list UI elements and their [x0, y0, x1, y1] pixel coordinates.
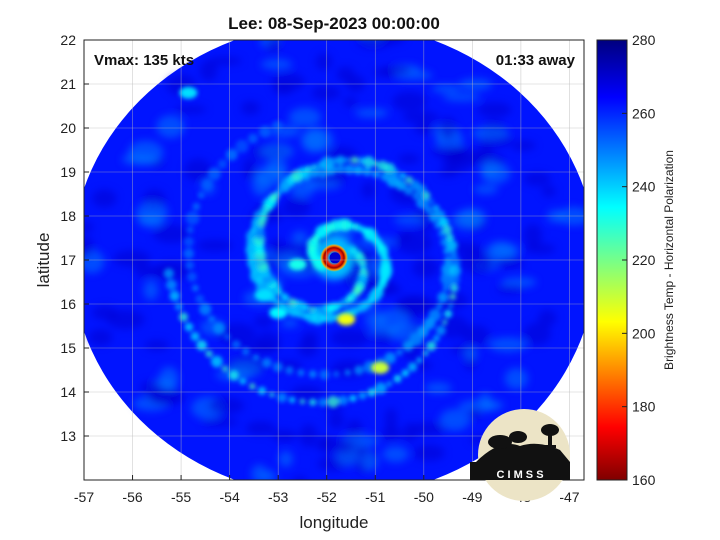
colorbar-tick-label: 260	[632, 105, 656, 121]
colorbar-tick-label: 200	[632, 325, 656, 341]
time-away-label: 01:33 away	[495, 52, 575, 69]
colorbar-tick-label: 240	[632, 179, 656, 195]
y-tick-label: 16	[60, 296, 76, 312]
y-ticks: 13 14 15 16 17 18 19 20 21 22	[60, 32, 89, 444]
x-tick-label: -53	[268, 489, 288, 505]
y-tick-label: 19	[60, 164, 76, 180]
y-tick-label: 13	[60, 428, 76, 444]
vmax-label: Vmax: 135 kts	[94, 52, 195, 69]
y-tick-label: 20	[60, 120, 76, 136]
y-tick-label: 14	[60, 384, 76, 400]
x-tick-label: -51	[365, 489, 385, 505]
colorbar-tick-label: 280	[632, 32, 656, 48]
cimss-logo: C I M S S	[470, 409, 570, 501]
y-tick-label: 17	[60, 252, 76, 268]
x-tick-label: -50	[414, 489, 434, 505]
colorbar-label: Brightness Temp - Horizontal Polarizatio…	[662, 150, 676, 370]
rainband-texture	[84, 40, 584, 480]
y-tick-label: 18	[60, 208, 76, 224]
feature-feeder-west	[254, 289, 273, 302]
y-tick-label: 22	[60, 32, 76, 48]
x-ticks: -57-56-55-54-53-52-51-50-49-48-47	[74, 475, 580, 505]
x-tick-label: -56	[122, 489, 142, 505]
colorbar-tick-label: 180	[632, 399, 656, 415]
x-axis-label: longitude	[299, 513, 368, 532]
colorbar-tick-label: 160	[632, 472, 656, 488]
feature-band-southeast	[371, 361, 390, 374]
x-tick-label: -49	[462, 489, 482, 505]
y-tick-label: 15	[60, 340, 76, 356]
x-tick-label: -47	[559, 489, 579, 505]
eye	[329, 252, 341, 264]
colorbar-ticks: 160 180 200 220 240 260 280	[622, 32, 656, 488]
cimss-logo-text: C I M S S	[496, 469, 543, 481]
x-tick-label: -52	[317, 489, 337, 505]
colorbar-tick-label: 220	[632, 252, 656, 268]
x-tick-label: -57	[74, 489, 94, 505]
spiral-bands	[163, 120, 461, 408]
feature-cell-northwest	[179, 86, 198, 99]
feature-inner-rainband	[288, 258, 307, 271]
y-axis-label: latitude	[34, 233, 53, 288]
x-tick-label: -55	[171, 489, 191, 505]
feature-band-south	[337, 313, 356, 326]
x-tick-label: -54	[220, 489, 240, 505]
y-tick-label: 21	[60, 76, 76, 92]
chart-title: Lee: 08-Sep-2023 00:00:00	[228, 14, 440, 33]
